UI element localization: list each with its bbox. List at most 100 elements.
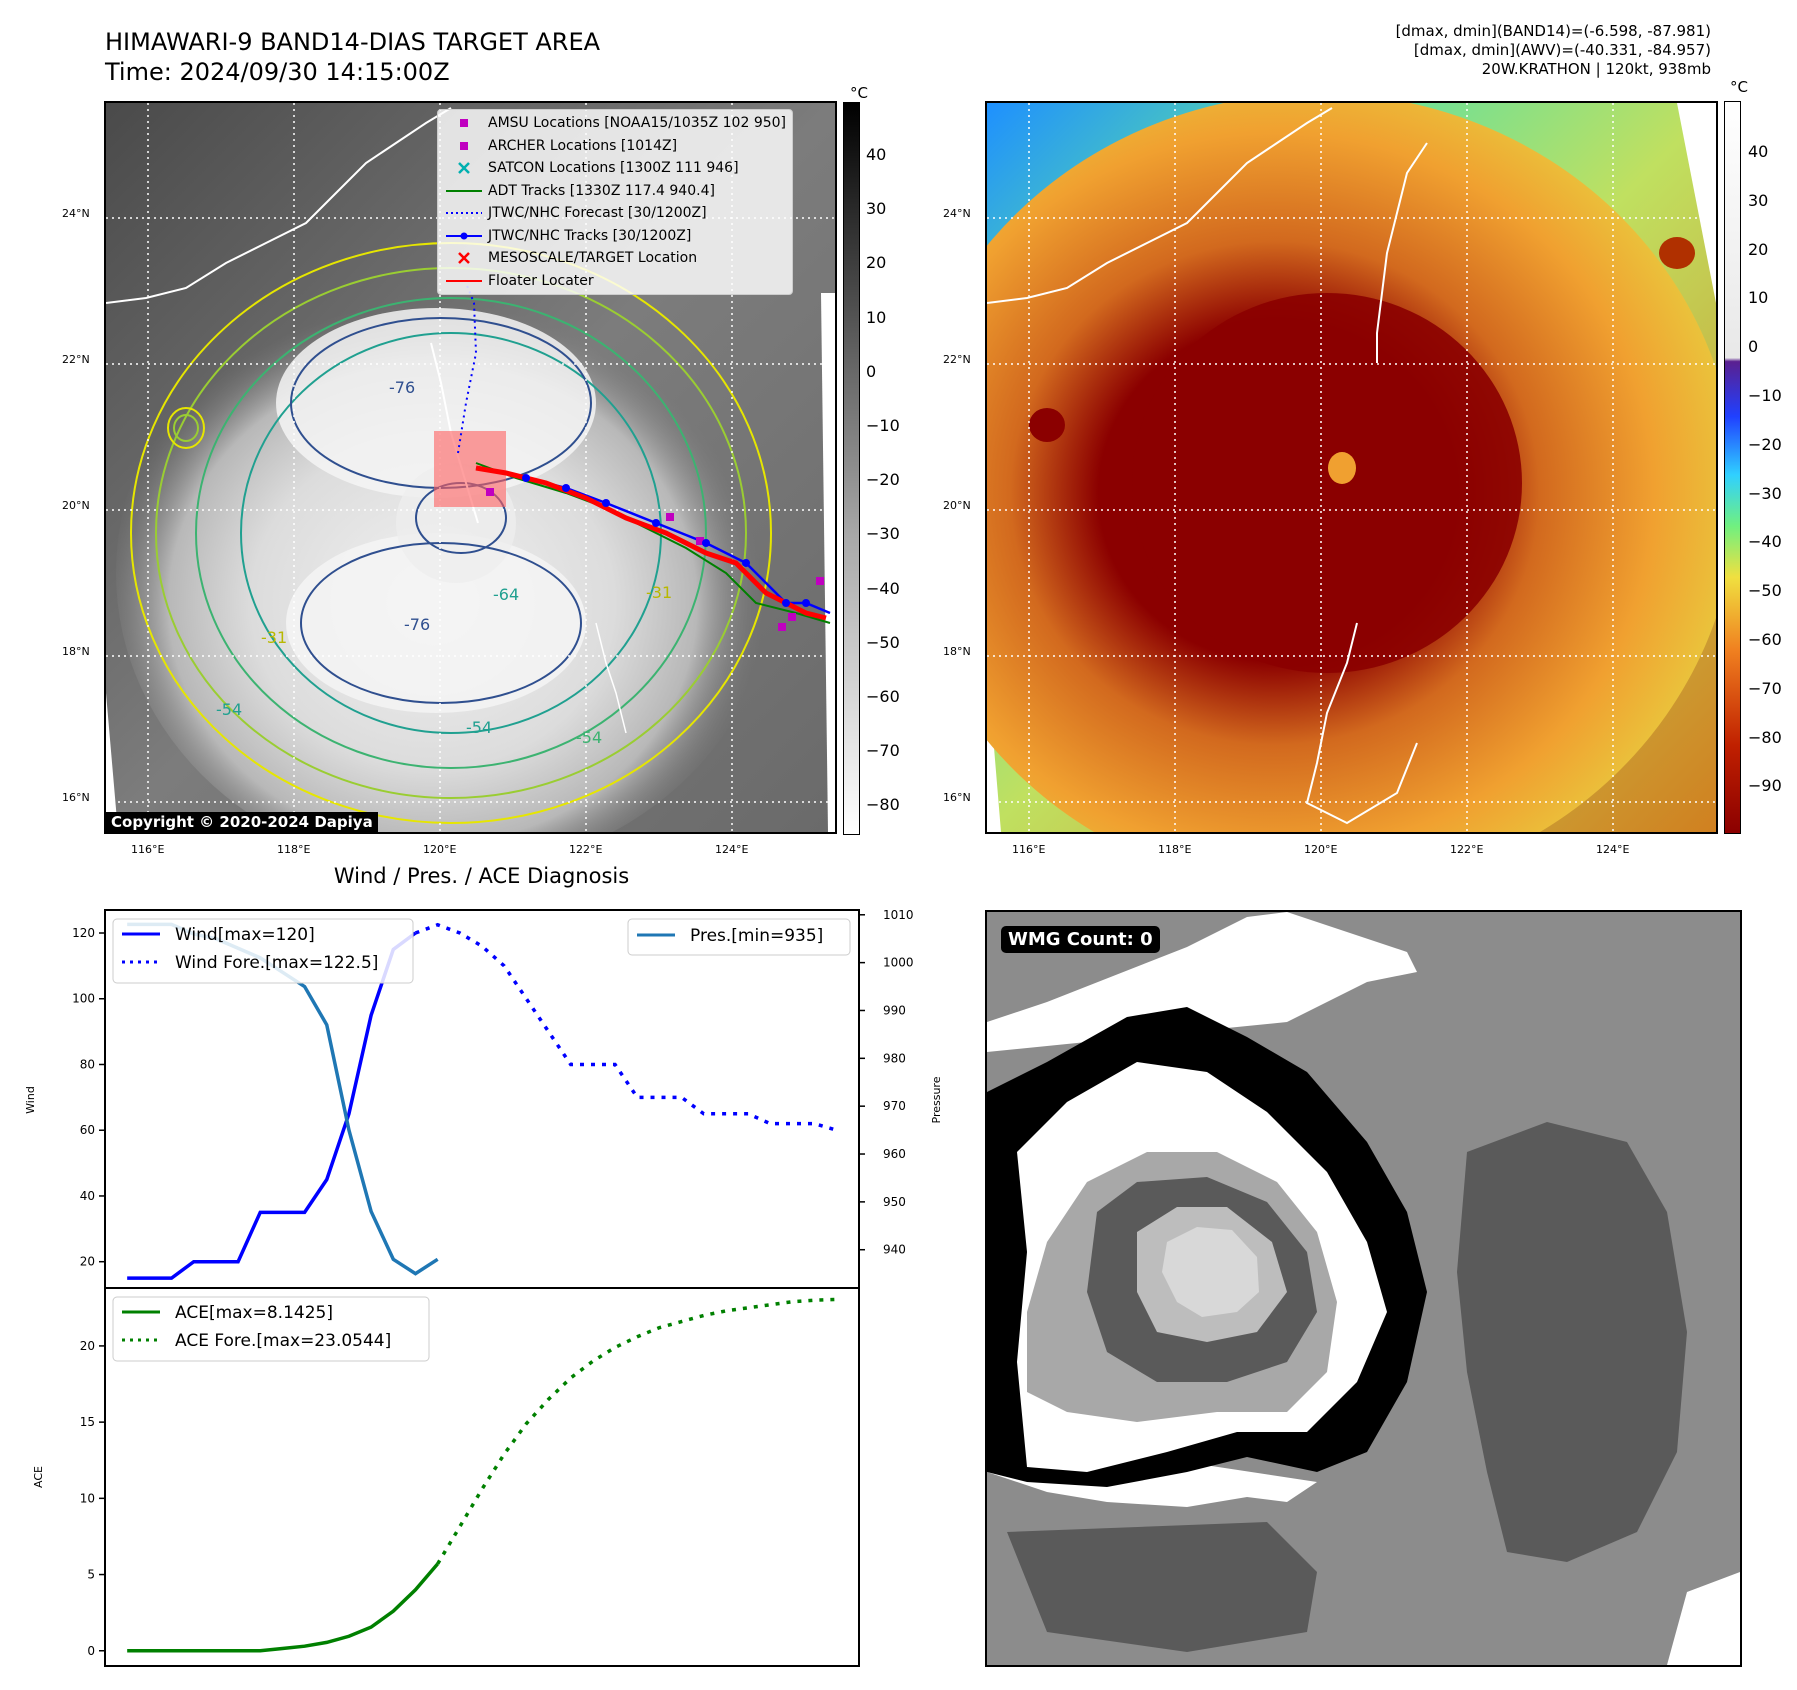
legend-label: ADT Tracks [1330Z 117.4 940.4]	[488, 182, 715, 199]
color-colorbar-unit: °C	[1730, 78, 1748, 96]
lon-label: 124°E	[1596, 843, 1630, 856]
colorbar-tick-label: −80	[866, 795, 900, 815]
lat-label: 16°N	[943, 791, 971, 804]
colorbar-tick-label: −20	[866, 470, 900, 490]
legend-symbol-icon	[444, 180, 484, 202]
colorbar-tick-label: −10	[1748, 386, 1782, 405]
pressure-tick-label: 940	[883, 1243, 906, 1257]
title-line-2: Time: 2024/09/30 14:15:00Z	[105, 58, 450, 86]
ace-axes	[104, 1287, 860, 1667]
map-legend-item: JTWC/NHC Tracks [30/1200Z]	[444, 225, 786, 248]
ace-tick-label: 10	[80, 1491, 95, 1505]
lon-label: 116°E	[131, 843, 165, 856]
legend-label: AMSU Locations [NOAA15/1035Z 102 950]	[488, 115, 787, 131]
colorbar-tick-label: −60	[866, 687, 900, 706]
ir-map[interactable]: -76 -76 -64 -54 -54 -31 -31 -54 AMSU Loc…	[104, 101, 837, 834]
storm-info: 20W.KRATHON | 120kt, 938mb	[1481, 60, 1711, 78]
legend-symbol-icon	[444, 247, 484, 269]
map-legend: AMSU Locations [NOAA15/1035Z 102 950] ARC…	[437, 109, 794, 295]
lat-label: 18°N	[62, 645, 90, 658]
ace-tick-label: 0	[87, 1644, 95, 1658]
lat-label: 18°N	[943, 645, 971, 658]
lat-label: 16°N	[62, 791, 90, 804]
ace-tick-label: 15	[80, 1415, 95, 1429]
pressure-ylabel: Pressure	[930, 1076, 943, 1123]
wmg-panel[interactable]: WMG Count: 0	[985, 910, 1742, 1667]
awv-map[interactable]	[985, 101, 1718, 834]
colorbar-tick-label: −40	[866, 578, 900, 598]
lat-label: 20°N	[62, 499, 90, 512]
colorbar-tick-label: −80	[1748, 727, 1782, 747]
gray-colorbar-unit: °C	[850, 84, 868, 102]
pressure-ticks: 1010 1000 990 980 970 960 950 940	[859, 908, 914, 1257]
legend-symbol-icon	[444, 270, 484, 292]
colorbar-tick-label: −50	[866, 632, 900, 652]
wind-tick-label: 20	[80, 1255, 95, 1269]
pressure-tick-label: 950	[883, 1195, 906, 1209]
lat-label: 20°N	[943, 499, 971, 512]
wind-tick-label: 80	[80, 1057, 95, 1071]
svg-text:-54: -54	[576, 728, 602, 747]
svg-text:-54: -54	[466, 718, 492, 737]
ace-series-line-0	[127, 1562, 439, 1653]
series-line-0	[127, 931, 417, 1280]
colorbar-tick-label: 0	[866, 361, 877, 381]
lon-label: 120°E	[423, 843, 457, 856]
lon-label: 118°E	[1158, 843, 1192, 856]
svg-text:-64: -64	[493, 585, 519, 604]
legend-wind-fore: Wind Fore.[max=122.5]	[175, 953, 378, 973]
lat-label: 24°N	[62, 207, 90, 220]
legend-label: SATCON Locations [1300Z 111 946]	[488, 160, 739, 176]
legend-ace-fore: ACE Fore.[max=23.0544]	[175, 1331, 391, 1351]
awv-stats: [dmax, dmin](AWV)=(-40.331, -84.957)	[1413, 41, 1711, 59]
pressure-tick-label: 1010	[883, 908, 914, 922]
colorbar-tick-label: −40	[1748, 532, 1782, 552]
main-title: HIMAWARI-9 BAND14-DIAS TARGET AREA Time:…	[105, 27, 600, 87]
colorbar-tick-label: −30	[1748, 483, 1782, 503]
svg-text:-31: -31	[646, 583, 672, 602]
colorbar-tick-label: −70	[1748, 678, 1782, 698]
map-legend-item: JTWC/NHC Forecast [30/1200Z]	[444, 202, 786, 225]
pressure-tick-label: 980	[883, 1051, 906, 1065]
legend-symbol-icon	[444, 135, 484, 157]
color-colorbar	[1724, 101, 1741, 834]
wmg-count-badge: WMG Count: 0	[1001, 926, 1160, 953]
legend-ace: ACE[max=8.1425]	[175, 1303, 333, 1323]
title-line-1: HIMAWARI-9 BAND14-DIAS TARGET AREA	[105, 28, 601, 56]
wind-tick-label: 100	[72, 992, 95, 1006]
ace-ticks: 20 15 10 5 0	[80, 1339, 105, 1658]
lon-label: 118°E	[277, 843, 311, 856]
pressure-tick-label: 1000	[883, 956, 914, 970]
map-legend-item: AMSU Locations [NOAA15/1035Z 102 950]	[444, 112, 786, 135]
legend-label: JTWC/NHC Forecast [30/1200Z]	[488, 205, 707, 221]
legend-pres: Pres.[min=935]	[690, 926, 823, 946]
map-legend-item: SATCON Locations [1300Z 111 946]	[444, 157, 786, 180]
legend-symbol-icon	[444, 112, 484, 134]
legend-label: Floater Locater	[488, 272, 594, 289]
svg-text:-31: -31	[261, 628, 287, 647]
wind-ylabel: Wind	[24, 1086, 37, 1114]
map-legend-item: Floater Locater	[444, 270, 786, 293]
colorbar-tick-label: 10	[866, 307, 887, 327]
ace-tick-label: 20	[80, 1339, 95, 1353]
wmg-canvas	[987, 912, 1740, 1665]
colorbar-tick-label: 20	[1748, 239, 1769, 259]
colorbar-tick-label: 40	[866, 145, 887, 164]
pressure-tick-label: 970	[883, 1099, 906, 1113]
colorbar-tick-label: −10	[866, 416, 900, 435]
svg-text:-76: -76	[389, 378, 415, 397]
pressure-tick-label: 960	[883, 1147, 906, 1161]
colorbar-tick-label: −20	[1748, 434, 1782, 454]
lat-label: 22°N	[62, 353, 90, 366]
ace-series-line-1	[436, 1297, 837, 1565]
pressure-legend: Pres.[min=935]	[627, 918, 851, 956]
ace-legend: ACE[max=8.1425] ACE Fore.[max=23.0544]	[112, 1296, 430, 1362]
legend-symbol-icon	[444, 225, 484, 247]
gray-colorbar	[843, 102, 860, 835]
wind-legend: Wind[max=120] Wind Fore.[max=122.5]	[112, 918, 414, 984]
colorbar-tick-label: −70	[866, 741, 900, 761]
map-legend-item: MESOSCALE/TARGET Location	[444, 247, 786, 270]
colorbar-tick-label: 30	[866, 199, 887, 219]
colorbar-tick-label: 30	[1748, 190, 1769, 210]
